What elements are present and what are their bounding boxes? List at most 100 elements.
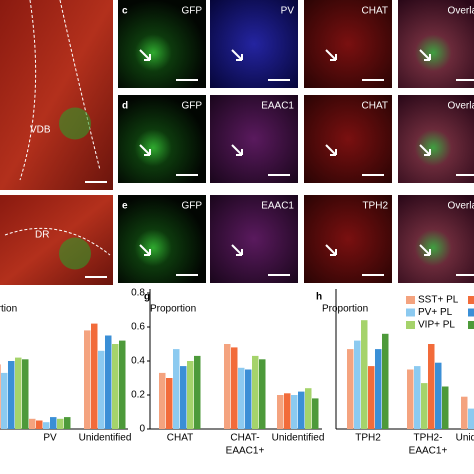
bar bbox=[442, 386, 449, 429]
micrograph bbox=[304, 195, 392, 283]
region-label: VDB bbox=[30, 125, 51, 136]
bar bbox=[368, 366, 375, 429]
panel-letter: c bbox=[122, 6, 128, 17]
bar bbox=[354, 340, 361, 429]
x-tick-label: CHAT bbox=[167, 433, 193, 444]
bar bbox=[98, 350, 105, 429]
channel-label: Overlay bbox=[448, 201, 474, 212]
bar bbox=[461, 396, 468, 429]
y-tick-label: 0.6 bbox=[131, 322, 145, 333]
arrow bbox=[231, 244, 243, 256]
channel-label: CHAT bbox=[362, 6, 388, 17]
x-tick-label: EAAC1+ bbox=[226, 446, 265, 457]
bar bbox=[22, 359, 29, 429]
bar bbox=[64, 417, 71, 429]
x-tick-label: PV bbox=[43, 433, 57, 444]
bar bbox=[15, 357, 22, 429]
channel-label: PV bbox=[281, 6, 295, 17]
micrograph bbox=[118, 195, 206, 283]
bar bbox=[347, 349, 354, 429]
bar bbox=[382, 333, 389, 429]
arrow bbox=[419, 49, 431, 61]
legend-swatch bbox=[406, 296, 415, 304]
legend-swatch bbox=[468, 321, 474, 329]
micrograph bbox=[210, 95, 298, 183]
bar bbox=[414, 366, 421, 429]
bar bbox=[231, 347, 238, 429]
micrograph bbox=[118, 95, 206, 183]
micrograph bbox=[398, 0, 474, 88]
micrograph bbox=[210, 195, 298, 283]
bar bbox=[375, 349, 382, 429]
channel-label: EAAC1 bbox=[261, 101, 294, 112]
legend-label: SST+ PL bbox=[418, 295, 459, 306]
x-tick-label: TPH2 bbox=[355, 433, 381, 444]
bar bbox=[252, 355, 259, 429]
bar bbox=[298, 391, 305, 429]
y-axis-title: Proportion bbox=[322, 304, 368, 315]
bar bbox=[277, 395, 284, 429]
bar bbox=[84, 330, 91, 429]
micrograph bbox=[398, 95, 474, 183]
bar bbox=[119, 340, 126, 429]
y-axis-title: Proportion bbox=[150, 304, 196, 315]
y-tick-label: 0.2 bbox=[131, 390, 145, 401]
arrow bbox=[325, 49, 337, 61]
micrograph bbox=[398, 195, 474, 283]
channel-label: EAAC1 bbox=[261, 201, 294, 212]
bar bbox=[29, 418, 36, 429]
x-tick-label: CHAT- bbox=[230, 433, 259, 444]
gfp-cluster bbox=[59, 107, 91, 140]
bar bbox=[105, 335, 112, 429]
x-tick-label: Unidentified bbox=[79, 433, 132, 444]
bar bbox=[468, 408, 474, 429]
bar bbox=[173, 349, 180, 429]
arrow bbox=[231, 144, 243, 156]
bar bbox=[166, 378, 173, 429]
bar bbox=[224, 344, 231, 429]
legend-label: PV+ PL bbox=[418, 307, 453, 318]
arrow bbox=[139, 244, 151, 256]
panel-letter: h bbox=[316, 292, 322, 303]
bar bbox=[50, 417, 57, 429]
y-tick-label: 0.8 bbox=[131, 288, 145, 299]
micrograph bbox=[304, 95, 392, 183]
region-label: DR bbox=[35, 230, 49, 241]
bar bbox=[305, 388, 312, 429]
bar bbox=[407, 369, 414, 429]
region-outline bbox=[19, 0, 101, 181]
legend-swatch bbox=[468, 296, 474, 304]
bar bbox=[361, 320, 368, 429]
channel-label: Overlay bbox=[448, 6, 474, 17]
bar bbox=[91, 323, 98, 429]
micrograph bbox=[304, 0, 392, 88]
x-tick-label: EAAC1+ bbox=[409, 446, 448, 457]
legend-swatch bbox=[406, 321, 415, 329]
bar bbox=[194, 355, 201, 429]
bar bbox=[259, 359, 266, 429]
channel-label: GFP bbox=[181, 101, 202, 112]
arrow bbox=[325, 244, 337, 256]
bar bbox=[435, 362, 442, 429]
tissue-image bbox=[0, 0, 113, 190]
bar bbox=[8, 361, 15, 429]
micrograph bbox=[118, 0, 206, 88]
arrow bbox=[139, 144, 151, 156]
bar bbox=[36, 420, 43, 429]
bar bbox=[312, 398, 319, 429]
y-tick-label: 0.4 bbox=[131, 356, 145, 367]
bar bbox=[428, 344, 435, 429]
channel-label: TPH2 bbox=[362, 201, 388, 212]
y-tick-label: 0 bbox=[139, 424, 145, 435]
bar bbox=[421, 383, 428, 429]
bar bbox=[187, 361, 194, 429]
y-axis-title: Proportion bbox=[0, 304, 17, 315]
micrographs: VDB DR GFP PV CHAT Overlay c GFP EAAC1 CHAT Overla… bbox=[0, 0, 474, 285]
x-tick-label: TPH2- bbox=[414, 433, 443, 444]
bar bbox=[57, 418, 64, 429]
bar bbox=[284, 393, 291, 429]
bar bbox=[159, 372, 166, 429]
bar bbox=[245, 369, 252, 429]
